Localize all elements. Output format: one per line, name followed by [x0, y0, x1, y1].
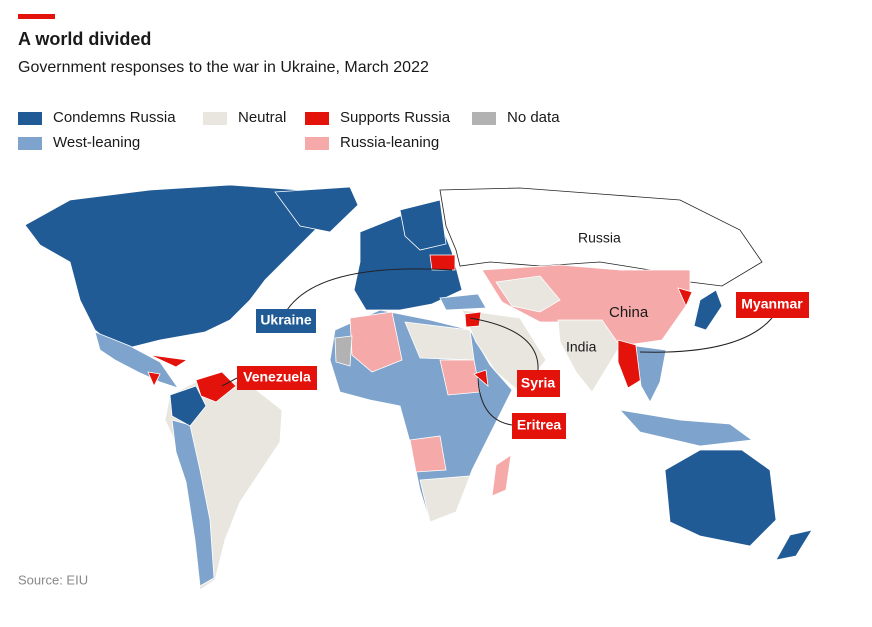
callout: Eritrea — [512, 413, 566, 439]
source: Source: EIU — [18, 572, 88, 587]
legend-label: Russia-leaning — [340, 134, 439, 151]
southern-africa — [419, 475, 471, 523]
algeria-mali — [349, 311, 403, 373]
scandinavia — [399, 199, 447, 251]
legend-label: Condemns Russia — [53, 109, 176, 126]
callout-label: Myanmar — [741, 296, 803, 312]
callout-lines — [221, 268, 773, 426]
world-map — [24, 184, 813, 591]
colombia — [169, 385, 207, 427]
southeast-asia — [635, 345, 667, 403]
legend-swatch — [305, 112, 329, 125]
map-label: Russia — [578, 230, 621, 246]
map-label: India — [566, 339, 597, 355]
title: A world divided — [18, 29, 151, 49]
japan — [693, 289, 723, 331]
legend-label: West-leaning — [53, 134, 140, 151]
legend-swatch — [305, 137, 329, 150]
north-america — [24, 184, 346, 351]
legend-swatch — [18, 112, 42, 125]
callout-label: Syria — [521, 375, 555, 391]
legend-swatch — [203, 112, 227, 125]
australia — [664, 449, 777, 547]
indonesia — [618, 409, 754, 447]
ukraine-arrow — [286, 268, 453, 311]
callout: Venezuela — [237, 366, 317, 390]
legend-label: Neutral — [238, 109, 286, 126]
north-korea — [677, 287, 693, 307]
brand-bar — [18, 14, 55, 19]
madagascar — [491, 454, 512, 497]
legend-swatch — [18, 137, 42, 150]
eritrea-arrow — [477, 377, 513, 426]
new-zealand — [775, 529, 813, 561]
subtitle: Government responses to the war in Ukrai… — [18, 59, 429, 76]
myanmar — [617, 339, 642, 389]
nicaragua — [147, 371, 161, 387]
map-label: China — [609, 304, 649, 321]
callout-label: Venezuela — [243, 369, 311, 385]
venezuela — [195, 371, 237, 403]
legend-label: Supports Russia — [340, 109, 451, 126]
central-asia — [495, 275, 561, 313]
callout: Ukraine — [256, 309, 316, 333]
syria — [464, 311, 482, 328]
turkey — [439, 293, 487, 311]
legend-swatch — [472, 112, 496, 125]
belarus — [429, 254, 456, 271]
callout: Myanmar — [736, 292, 809, 318]
callout-label: Ukraine — [260, 312, 312, 328]
cuba — [149, 354, 189, 368]
no-data-africa — [334, 335, 353, 367]
central-africa — [409, 435, 447, 473]
legend-label: No data — [507, 109, 560, 126]
legend: Condemns Russia West-leaning Neutral Suppor… — [18, 109, 560, 151]
andes — [171, 419, 215, 587]
venezuela-arrow — [221, 377, 238, 387]
india — [557, 319, 621, 393]
callout-label: Eritrea — [517, 417, 562, 433]
callout: Syria — [517, 370, 560, 397]
myanmar-arrow — [639, 317, 773, 353]
eritrea — [473, 369, 489, 387]
syria-arrow — [469, 317, 539, 371]
greenland — [274, 186, 359, 233]
